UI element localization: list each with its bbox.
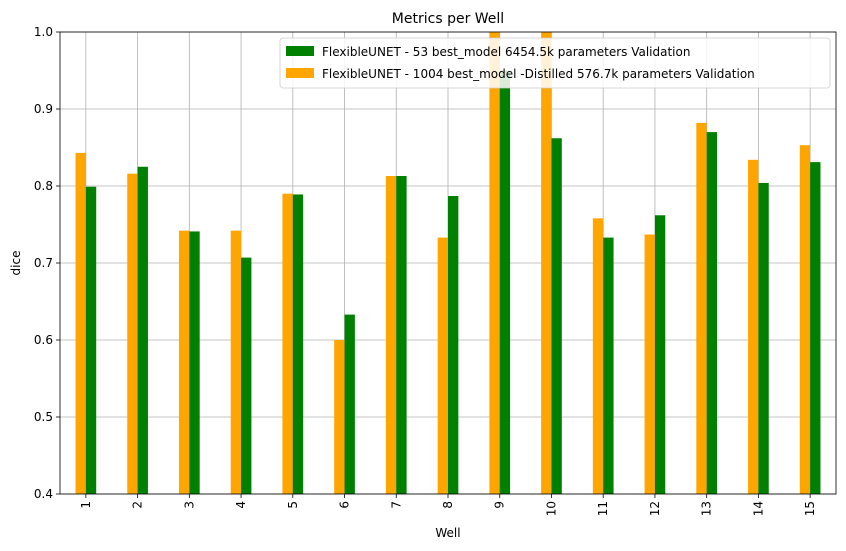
bar-series-0-well-2 [127, 173, 138, 494]
bar-series-0-well-13 [696, 122, 707, 495]
bar-series-1-well-15 [810, 162, 821, 494]
x-tick-label: 4 [234, 501, 248, 509]
bar-series-0-well-11 [592, 218, 604, 494]
bar-series-0-well-5 [282, 193, 293, 494]
x-tick-label: 8 [441, 501, 455, 509]
x-tick-label: 6 [338, 501, 352, 509]
bar-series-1-well-9 [499, 70, 511, 494]
bar-series-1-well-2 [137, 166, 148, 494]
x-tick-label: 3 [182, 501, 196, 509]
y-tick-label: 0.7 [34, 256, 53, 270]
bar-series-0-well-8 [437, 237, 448, 494]
bar-series-1-well-14 [758, 182, 769, 495]
bar-series-1-well-12 [654, 215, 666, 494]
bar-series-0-well-9 [489, 32, 500, 494]
x-tick-label: 11 [596, 501, 610, 516]
x-tick-label: 7 [389, 501, 403, 509]
x-axis-label: Well [435, 526, 460, 540]
bar-series-1-well-7 [396, 175, 407, 495]
x-tick-label: 12 [648, 501, 662, 516]
bar-series-1-well-5 [292, 194, 304, 494]
bar-series-0-well-12 [644, 234, 655, 494]
legend-label-series-0: FlexibleUNET - 1004 best_model -Distille… [322, 67, 755, 81]
y-tick-label: 0.5 [34, 410, 53, 424]
bar-series-1-well-13 [706, 132, 718, 494]
y-tick-label: 0.9 [34, 102, 53, 116]
y-axis-ticks: 0.4 0.5 0.6 0.7 0.8 0.9 1.0 [34, 25, 60, 501]
y-axis-label: dice [9, 251, 23, 276]
y-tick-label: 0.8 [34, 179, 53, 193]
bar-series-0-well-6 [334, 340, 345, 494]
bar-series-0-well-1 [75, 152, 86, 494]
chart-title: Metrics per Well [392, 11, 504, 27]
y-tick-label: 1.0 [34, 25, 53, 39]
bar-series-0-well-3 [178, 230, 190, 494]
bar-series-0-well-14 [748, 159, 759, 494]
x-tick-label: 1 [79, 501, 93, 509]
bar-series-1-well-1 [85, 186, 97, 494]
x-tick-label: 5 [286, 501, 300, 509]
x-tick-label: 10 [544, 501, 558, 516]
bars [75, 32, 821, 495]
bar-series-0-well-10 [541, 32, 552, 494]
legend-swatch-series-1 [286, 46, 314, 56]
x-tick-label: 14 [751, 501, 765, 516]
bar-series-1-well-8 [448, 196, 459, 494]
bar-series-0-well-15 [799, 145, 811, 494]
x-tick-label: 2 [131, 501, 145, 509]
bar-series-1-well-3 [189, 231, 200, 494]
bar-series-1-well-6 [344, 314, 355, 494]
y-tick-label: 0.4 [34, 487, 53, 501]
x-tick-label: 15 [803, 501, 817, 516]
x-tick-label: 13 [700, 501, 714, 516]
legend: FlexibleUNET - 53 best_model 6454.5k par… [279, 37, 831, 89]
legend-label-series-1: FlexibleUNET - 53 best_model 6454.5k par… [322, 45, 690, 59]
bar-series-1-well-11 [603, 237, 614, 494]
y-tick-label: 0.6 [34, 333, 53, 347]
x-tick-label: 9 [493, 501, 507, 509]
bar-series-1-well-10 [551, 138, 562, 494]
bar-series-0-well-4 [230, 230, 242, 494]
legend-box [279, 37, 831, 89]
bar-series-0-well-7 [385, 175, 397, 495]
legend-swatch-series-0 [286, 68, 314, 78]
bar-series-1-well-4 [241, 257, 252, 494]
x-axis-ticks: 1 2 3 4 5 6 7 8 9 10 11 12 13 14 15 [79, 494, 817, 516]
